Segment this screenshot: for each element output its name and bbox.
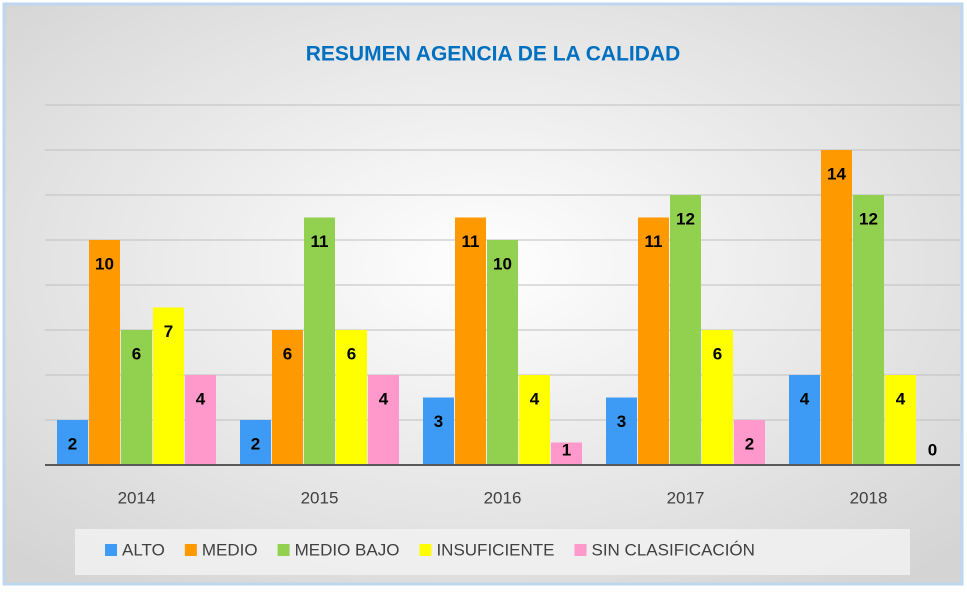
bar [185, 375, 216, 465]
bar [240, 420, 271, 465]
legend-label: MEDIO BAJO [295, 540, 400, 559]
data-label: 4 [379, 389, 389, 408]
chart-title: RESUMEN AGENCIA DE LA CALIDAD [306, 43, 681, 66]
data-label: 4 [530, 389, 540, 408]
data-label: 4 [800, 389, 810, 408]
data-label: 3 [617, 412, 626, 431]
legend-label: MEDIO [202, 540, 258, 559]
data-label: 12 [676, 209, 695, 228]
bar [336, 330, 367, 465]
bar [368, 375, 399, 465]
data-label: 2 [251, 434, 260, 453]
data-label: 2 [68, 434, 77, 453]
bar [272, 330, 303, 465]
data-label: 6 [283, 344, 292, 363]
bar [153, 307, 184, 465]
data-label: 10 [95, 254, 114, 273]
legend-swatch [105, 544, 117, 556]
legend-label: ALTO [122, 540, 165, 559]
data-label: 6 [132, 344, 141, 363]
bar [121, 330, 152, 465]
bar [487, 240, 518, 465]
bar [853, 195, 884, 465]
bar [885, 375, 916, 465]
data-label: 2 [745, 434, 754, 453]
legend-label: SIN CLASIFICACIÓN [592, 540, 755, 559]
bar [89, 240, 120, 465]
legend-swatch [277, 544, 290, 556]
x-tick-label: 2014 [118, 488, 156, 507]
data-label: 7 [164, 322, 173, 341]
bar [519, 375, 550, 465]
data-label: 11 [311, 232, 329, 251]
bar [551, 442, 582, 465]
bar [57, 420, 88, 465]
bar [670, 195, 701, 465]
x-tick-label: 2017 [667, 488, 705, 507]
bar [423, 397, 454, 465]
data-label: 1 [562, 440, 571, 459]
bar [304, 217, 335, 465]
bar [789, 375, 820, 465]
legend-label: INSUFICIENTE [436, 540, 554, 559]
data-label: 3 [434, 412, 443, 431]
data-label: 4 [196, 389, 206, 408]
legend-swatch [419, 544, 432, 556]
legend-swatch [574, 544, 587, 556]
x-tick-label: 2015 [301, 488, 339, 507]
data-label: 10 [493, 254, 512, 273]
data-label: 11 [645, 232, 663, 251]
data-label: 0 [928, 440, 937, 459]
data-label: 6 [347, 344, 356, 363]
x-tick-label: 2018 [850, 488, 888, 507]
data-label: 4 [896, 389, 906, 408]
x-tick-label: 2016 [484, 488, 522, 507]
bar [702, 330, 733, 465]
data-label: 6 [713, 344, 722, 363]
data-label: 12 [859, 209, 878, 228]
legend-swatch [184, 544, 197, 556]
bar [455, 217, 486, 465]
data-label: 11 [462, 232, 480, 251]
data-label: 14 [827, 164, 846, 183]
bar [821, 150, 852, 465]
bar [638, 217, 669, 465]
legend-box [75, 529, 910, 575]
bar [734, 420, 765, 465]
bar [606, 397, 637, 465]
